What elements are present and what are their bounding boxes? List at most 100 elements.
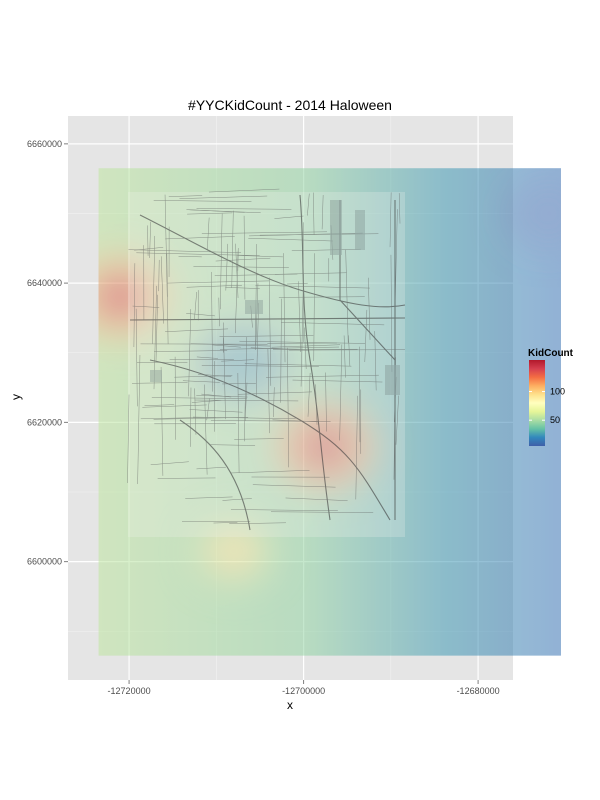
map-major-road: [299, 194, 331, 521]
map-street: [190, 387, 192, 447]
map-street: [201, 231, 327, 234]
x-axis: -12720000 -12700000 -12680000: [108, 680, 500, 696]
map-street: [248, 237, 334, 242]
map-street: [325, 372, 327, 432]
street-map-overlay: [127, 188, 406, 537]
map-street: [343, 335, 346, 378]
map-street: [196, 466, 226, 470]
heatmap-hotspots: [98, 180, 561, 585]
map-street: [230, 470, 310, 474]
map-major-road: [179, 419, 251, 531]
map-street: [194, 399, 299, 402]
map-major-road: [139, 214, 406, 308]
y-axis-title: y: [9, 394, 23, 400]
map-street: [237, 255, 283, 258]
map-street: [174, 375, 233, 378]
map-block: [330, 200, 342, 255]
map-street: [179, 195, 268, 199]
map-street: [219, 346, 339, 350]
map-street: [151, 397, 247, 399]
map-street: [339, 344, 343, 441]
map-street: [304, 327, 307, 369]
map-street: [348, 335, 351, 367]
map-major-road: [149, 359, 391, 521]
map-street: [330, 225, 334, 260]
heatmap-hotspot: [525, 192, 561, 235]
map-street: [368, 277, 371, 340]
map-street: [281, 322, 385, 326]
map-street: [140, 416, 216, 420]
map-street: [268, 277, 272, 386]
map-street: [230, 509, 338, 511]
map-street: [292, 379, 383, 383]
legend-tick-label: 50: [550, 415, 560, 425]
map-street: [153, 200, 252, 202]
map-background: [128, 192, 405, 537]
map-street: [273, 387, 275, 418]
map-street: [210, 420, 331, 422]
map-street: [285, 497, 348, 501]
map-street: [167, 280, 270, 284]
map-street: [234, 438, 284, 440]
map-street: [298, 281, 301, 352]
legend-colorbar: [529, 360, 545, 446]
legend-title: KidCount: [528, 348, 574, 359]
map-street: [398, 193, 401, 224]
y-axis: 6660000 6640000 6620000 6600000: [27, 139, 68, 567]
map-street: [266, 374, 379, 378]
map-street: [209, 444, 256, 446]
y-tick-label: 6600000: [27, 557, 62, 567]
map-street: [152, 235, 156, 344]
map-street: [395, 395, 399, 445]
map-street: [255, 244, 258, 350]
map-street: [389, 192, 392, 248]
map-street: [243, 215, 246, 300]
map-street: [201, 393, 232, 398]
city-street-map: [127, 188, 406, 537]
map-street: [142, 404, 207, 408]
map-street: [212, 344, 241, 348]
map-street: [155, 294, 158, 361]
map-street: [147, 225, 149, 256]
map-street: [321, 195, 324, 230]
map-street: [160, 256, 164, 324]
map-street: [255, 283, 259, 345]
map-street: [270, 511, 374, 513]
map-block: [385, 365, 400, 395]
map-street: [191, 400, 222, 403]
legend: KidCount 50 100: [528, 348, 574, 446]
map-street: [185, 496, 233, 499]
map-street: [390, 254, 393, 372]
map-street: [187, 212, 233, 215]
map-street: [201, 365, 319, 367]
map-street: [128, 249, 242, 253]
y-tick-label: 6620000: [27, 417, 62, 427]
map-street: [196, 208, 292, 210]
map-street: [313, 253, 315, 361]
y-tick-label: 6660000: [27, 139, 62, 149]
map-street: [165, 328, 229, 332]
map-block: [150, 370, 162, 382]
map-street: [132, 305, 160, 308]
map-street: [149, 221, 151, 258]
map-street: [219, 335, 314, 337]
legend-ticks: 50 100: [529, 387, 565, 425]
map-street: [215, 257, 271, 262]
map-street: [186, 209, 245, 213]
map-street: [196, 356, 218, 359]
map-street: [186, 313, 215, 317]
map-street: [206, 398, 210, 421]
map-street: [287, 347, 289, 468]
map-street: [271, 344, 341, 348]
map-street: [223, 337, 226, 420]
map-street: [178, 256, 202, 258]
map-street: [144, 404, 175, 407]
map-street: [193, 416, 296, 419]
map-street: [218, 297, 220, 327]
map-street: [188, 309, 192, 397]
map-street: [127, 394, 130, 484]
map-street: [267, 349, 270, 434]
map-major-road: [339, 200, 396, 361]
map-street: [221, 359, 254, 362]
